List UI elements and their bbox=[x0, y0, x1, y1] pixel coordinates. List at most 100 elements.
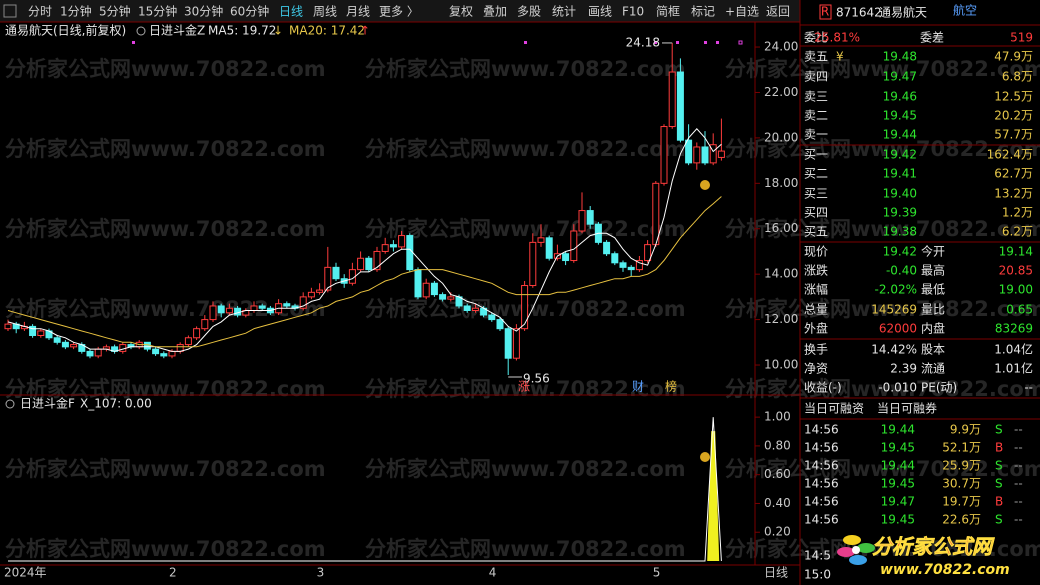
book-price: 19.45 bbox=[883, 109, 917, 123]
book-price: 19.41 bbox=[883, 167, 917, 181]
tool-button[interactable]: 复权 bbox=[449, 5, 473, 19]
trade-tick: 19.45 bbox=[881, 513, 915, 527]
trade-tick: 19.44 bbox=[881, 459, 915, 473]
period-tab[interactable]: 日线 bbox=[279, 5, 303, 19]
candle-body bbox=[4, 323, 12, 330]
trade-tick: 14:56 bbox=[804, 513, 839, 527]
candle-body bbox=[381, 244, 389, 252]
candle-body bbox=[332, 266, 340, 280]
stat-label: 外盘 bbox=[804, 321, 828, 336]
stat-label: 内盘 bbox=[921, 321, 945, 336]
candle-body bbox=[160, 353, 168, 357]
candle-body bbox=[143, 341, 151, 350]
candle-body bbox=[578, 210, 586, 232]
watermark: 分析家公式网www.70822.com bbox=[365, 377, 686, 401]
stat-label: 最高 bbox=[921, 263, 945, 278]
candle-body bbox=[209, 305, 217, 321]
trade-tick: S bbox=[995, 459, 1003, 473]
period-tab[interactable]: 月线 bbox=[346, 5, 370, 19]
trade-tick: B bbox=[995, 441, 1003, 455]
margin-tab[interactable]: 当日可融券 bbox=[877, 401, 937, 416]
watermark: 分析家公式网www.70822.com bbox=[725, 537, 1040, 561]
tool-button[interactable]: 画线 bbox=[588, 5, 612, 19]
period-tab[interactable]: 30分钟 bbox=[184, 4, 223, 19]
candle-body bbox=[627, 266, 635, 271]
book-volume: 1.2万 bbox=[1002, 206, 1033, 220]
period-tab[interactable]: 1分钟 bbox=[60, 4, 92, 19]
book-volume: 57.7万 bbox=[994, 128, 1033, 142]
stat-label: 最低 bbox=[921, 283, 945, 297]
signal-bar bbox=[707, 431, 720, 561]
candle-body bbox=[635, 260, 643, 271]
event-marker[interactable]: 涨 bbox=[518, 379, 530, 394]
candle-body bbox=[701, 146, 709, 164]
margin-tab[interactable]: 当日可融资 bbox=[804, 402, 864, 416]
candle-body bbox=[512, 328, 520, 359]
candle-body bbox=[676, 71, 684, 141]
book-price: 19.46 bbox=[883, 90, 917, 104]
legend-ma20: MA20: 17.42 bbox=[289, 24, 365, 38]
candle-body bbox=[53, 337, 61, 343]
event-marker[interactable]: 榜 bbox=[665, 379, 677, 394]
stat-label: 收益(-) bbox=[804, 381, 842, 395]
book-price: 19.48 bbox=[883, 50, 917, 64]
watermark: 分析家公式网www.70822.com bbox=[725, 217, 1040, 241]
candle-body bbox=[504, 328, 512, 359]
period-tab[interactable]: 60分钟 bbox=[230, 4, 269, 19]
stat-label: 量比 bbox=[921, 303, 945, 317]
sector-tag[interactable]: 航空 bbox=[953, 3, 977, 18]
chart-title: 通易航天(日线,前复权) bbox=[5, 23, 126, 38]
candle-body bbox=[414, 269, 422, 298]
tool-button[interactable]: +自选 bbox=[725, 5, 759, 19]
stat-label: 流通 bbox=[921, 362, 945, 376]
candle-body bbox=[373, 250, 381, 271]
label: 委差 bbox=[920, 31, 944, 45]
y-tick-label: 0.80 bbox=[764, 438, 791, 452]
book-price: 19.42 bbox=[883, 148, 917, 162]
stat-value: 1.01亿 bbox=[994, 361, 1033, 376]
trade-tick: 25.9万 bbox=[942, 459, 981, 473]
period-tab[interactable]: 周线 bbox=[313, 5, 337, 19]
trade-tick: 14:56 bbox=[804, 477, 839, 491]
period-tab[interactable]: 分时 bbox=[28, 5, 52, 19]
book-label: 卖一 bbox=[804, 128, 828, 142]
tool-button[interactable]: 叠加 bbox=[483, 5, 507, 19]
book-label: 卖四 bbox=[804, 70, 828, 84]
trade-tick: 30.7万 bbox=[942, 477, 981, 491]
indicator-icon[interactable] bbox=[136, 26, 146, 36]
candle-body bbox=[250, 305, 258, 312]
indicator-icon[interactable] bbox=[5, 399, 15, 409]
indicator-name: 日进斗金Z bbox=[149, 23, 205, 38]
candle-body bbox=[521, 285, 529, 330]
flag: R bbox=[821, 5, 829, 19]
book-volume: 13.2万 bbox=[994, 187, 1033, 201]
book-volume: 6.2万 bbox=[1002, 225, 1033, 239]
candle-body bbox=[37, 330, 45, 336]
candle-body bbox=[709, 144, 717, 164]
tool-button[interactable]: 多股 bbox=[517, 5, 541, 19]
stat-value: 19.14 bbox=[999, 245, 1033, 259]
menu-icon[interactable] bbox=[3, 4, 17, 18]
event-marker[interactable]: 财 bbox=[632, 380, 644, 394]
book-label: 卖三 bbox=[804, 90, 828, 104]
candle-body bbox=[307, 291, 315, 298]
trade-tick: 22.6万 bbox=[942, 513, 981, 527]
period-tab[interactable]: 5分钟 bbox=[99, 4, 131, 19]
signal-dots bbox=[132, 40, 743, 45]
tool-button[interactable]: 统计 bbox=[552, 5, 576, 19]
candle-body bbox=[316, 289, 324, 293]
stat-value: 1.04亿 bbox=[994, 342, 1033, 357]
moving-average bbox=[7, 128, 722, 352]
book-label: 买一 bbox=[804, 148, 828, 162]
stat-value: -2.02% bbox=[875, 283, 917, 297]
candle-body bbox=[545, 237, 553, 259]
period-tab[interactable]: 15分钟 bbox=[138, 4, 177, 19]
tool-button[interactable]: F10 bbox=[622, 5, 644, 19]
tool-button[interactable]: 返回 bbox=[766, 5, 790, 19]
tool-button[interactable]: 标记 bbox=[691, 5, 715, 19]
label: 委比 bbox=[804, 31, 828, 45]
tool-button[interactable]: 简框 bbox=[656, 5, 680, 19]
period-tab[interactable]: 更多 〉 bbox=[379, 5, 419, 19]
